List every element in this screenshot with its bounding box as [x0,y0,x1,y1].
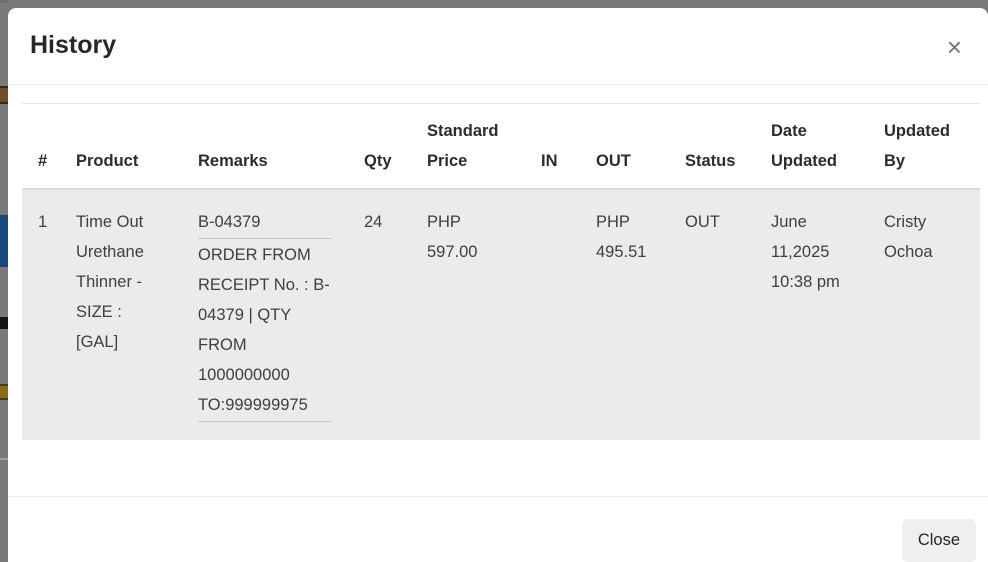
header-date-updated: Date Updated [755,103,868,190]
backdrop-page-edge [0,0,8,562]
remarks-reference: B-04379 [198,213,261,231]
cell-date-updated: June 11,2025 10:38 pm [771,213,840,291]
cell-updated-by: Cristy Ochoa [884,213,933,261]
cell-in [525,189,580,440]
header-num: # [22,103,60,190]
cell-product: Time Out Urethane Thinner - SIZE : [GAL] [76,213,144,351]
page-fragment-topbar [0,0,8,3]
modal-title: History [30,31,117,59]
page-fragment-black [0,317,8,329]
modal-body: # Product Remarks Qty Standard Price IN … [8,85,988,480]
header-product: Product [60,103,182,190]
close-icon[interactable]: × [943,34,966,60]
history-table: # Product Remarks Qty Standard Price IN … [22,103,980,440]
header-out: OUT [580,103,669,190]
cell-status: OUT [685,213,720,231]
page-fragment-brown [0,86,8,104]
page-fragment-gold [0,384,8,400]
cell-out: PHP 495.51 [596,213,647,261]
page-fragment-blue [0,215,8,267]
cell-qty: 24 [364,213,383,231]
remarks-divider-bottom [198,421,332,422]
cell-standard-price: PHP 597.00 [427,213,478,261]
modal-header: History × [8,8,988,85]
header-standard-price: Standard Price [411,103,525,190]
cell-remarks: B-04379 ORDER FROM RECEIPT No. : B-04379… [182,189,348,440]
header-in: IN [525,103,580,190]
history-modal: History × # Product Remarks Qty Standard… [8,8,988,562]
page-fragment-line [0,458,8,460]
remarks-divider-top [198,238,332,239]
header-remarks: Remarks [182,103,348,190]
cell-num: 1 [38,213,48,231]
header-updated-by: Updated By [868,103,980,190]
close-button[interactable]: Close [901,519,976,562]
modal-footer: Close [8,496,988,562]
table-row: 1 Time Out Urethane Thinner - SIZE : [GA… [22,189,980,440]
table-header-row: # Product Remarks Qty Standard Price IN … [22,103,980,190]
header-qty: Qty [348,103,411,190]
remarks-detail: ORDER FROM RECEIPT No. : B-04379 | QTY F… [198,246,330,414]
header-status: Status [669,103,755,190]
